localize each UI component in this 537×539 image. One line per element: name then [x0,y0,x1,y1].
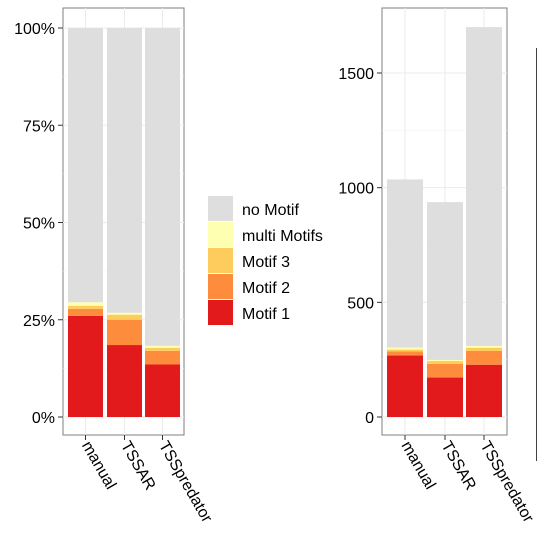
bar-segment [68,305,103,309]
x-tick-label: manual [398,439,439,493]
bar-segment [68,308,103,316]
y-tick-label: 0 [365,410,374,427]
bar-segment [466,364,502,417]
legend-label: multi Motifs [242,228,323,245]
bar-segment [68,302,103,306]
bar-segment [68,28,103,303]
bar-segment [466,27,502,346]
bar-segment [466,350,502,365]
bar-segment [427,363,463,378]
bar-segment [107,312,142,315]
legend-label: Motif 3 [242,254,290,271]
x-tick-label: TSSpredator [155,439,215,527]
x-tick-label: TSSpredator [477,439,537,527]
legend-swatch [208,274,233,299]
x-tick-label: TSSAR [438,439,479,494]
y-tick-label: 500 [347,295,374,312]
y-tick-label: 25% [23,313,55,330]
bar-segment [107,345,142,417]
bar-segment [387,179,423,348]
x-tick-label: manual [78,439,119,493]
chart-legend: no Motif multi Motifs Motif 3 Motif 2 Motif … [208,196,323,325]
bar-segment [427,202,463,360]
bar-segment [387,355,423,417]
x-tick-label: TSSAR [117,439,158,494]
bar-segment [145,350,180,365]
bar-segment [466,347,502,351]
bar-segment [387,351,423,356]
y-tick-label: 75% [23,118,55,135]
bar-segment [145,28,180,346]
y-tick-label: 100% [14,21,55,38]
bar-segment [68,315,103,417]
bar-segment [107,319,142,346]
bar-segment [145,347,180,351]
y-tick-label: 0% [32,410,55,427]
legend-swatch [208,222,233,247]
y-tick-label: 50% [23,216,55,233]
bar-segment [427,359,463,362]
legend-swatch [208,196,233,221]
bar-segment [466,345,502,348]
bar-segment [387,349,423,352]
bar-segment [387,347,423,350]
bar-segment [107,314,142,320]
legend-label: Motif 1 [242,306,290,323]
y-tick-label: 1500 [338,66,374,83]
bar-segment [145,364,180,417]
legend-label: no Motif [242,202,299,219]
bar-segment [427,361,463,364]
y-tick-label: 1000 [338,181,374,198]
bar-segment [145,345,180,348]
legend-swatch [208,248,233,273]
bar-segment [427,377,463,417]
legend-swatch [208,300,233,325]
bar-segment [107,28,142,313]
legend-label: Motif 2 [242,280,290,297]
